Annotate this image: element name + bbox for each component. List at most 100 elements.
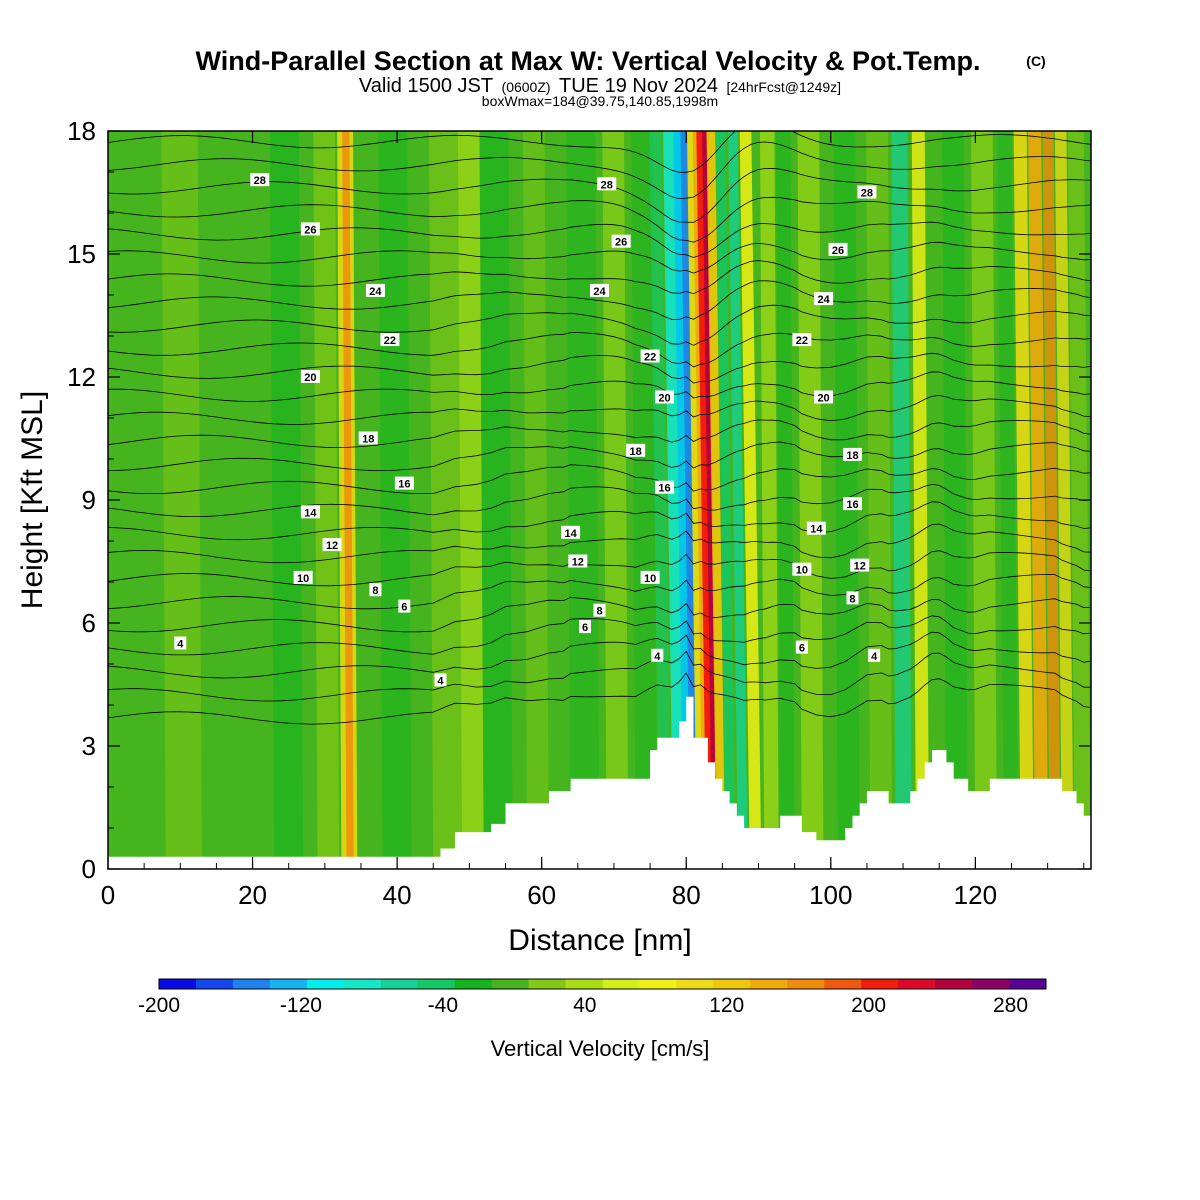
velocity-band xyxy=(269,131,304,869)
contour-label-box xyxy=(369,583,382,597)
velocity-band xyxy=(971,131,998,869)
contour-label: 22 xyxy=(640,349,660,364)
colorbar-tick-label: -40 xyxy=(428,994,458,1017)
contour-label-text: 18 xyxy=(630,446,642,458)
contour-label-text: 28 xyxy=(601,179,613,191)
contour-label-text: 12 xyxy=(854,561,866,573)
contour-label-text: 24 xyxy=(369,286,382,298)
velocity-band xyxy=(631,131,658,869)
velocity-band xyxy=(728,131,748,869)
contour-label: 28 xyxy=(597,177,617,191)
y-tick-label: 6 xyxy=(82,608,96,638)
contour-label-box xyxy=(655,390,675,404)
contour-label-text: 24 xyxy=(817,294,830,306)
copyright-mark: (C) xyxy=(1026,53,1045,69)
contour-label: 14 xyxy=(561,525,581,540)
y-tick-label: 9 xyxy=(82,485,96,515)
isentrope-line xyxy=(108,523,1091,564)
contour-label: 26 xyxy=(611,234,631,249)
velocity-band xyxy=(1042,131,1061,869)
isentrope-line xyxy=(108,395,1091,425)
contour-label-box xyxy=(394,476,414,490)
contour-label: 6 xyxy=(398,599,411,614)
contour-label-text: 10 xyxy=(297,573,309,585)
velocity-band xyxy=(911,131,930,869)
contour-label-box xyxy=(579,620,592,634)
y-tick-label: 12 xyxy=(67,362,96,392)
velocity-band xyxy=(428,131,463,869)
isentrope-line xyxy=(108,631,1091,679)
contour-label-text: 22 xyxy=(384,335,396,347)
velocity-band xyxy=(706,131,726,869)
contour-label: 24 xyxy=(814,292,834,306)
contour-label: 14 xyxy=(300,505,320,519)
colorbar-swatch xyxy=(750,979,788,989)
contour-label: 10 xyxy=(792,562,812,577)
contour-label-box xyxy=(322,538,342,552)
contour-label-text: 4 xyxy=(177,639,184,651)
colorbar-swatch xyxy=(306,979,345,989)
contour-label-text: 14 xyxy=(810,524,823,536)
contour-label-box xyxy=(857,185,877,199)
contour-label: 24 xyxy=(365,283,385,298)
colorbar-swatch xyxy=(454,979,493,989)
x-tick-label: 0 xyxy=(101,880,115,910)
colorbar-tick-label: -120 xyxy=(280,994,322,1017)
contour-label-box xyxy=(300,370,320,383)
contour-label-box xyxy=(300,222,320,236)
isentrope-line xyxy=(108,650,1091,702)
colorbar-swatch xyxy=(491,979,530,989)
colorbar-tick-label: 120 xyxy=(709,994,744,1017)
contour-label-box xyxy=(640,349,660,363)
contour-label: 28 xyxy=(250,173,270,187)
contour-label-box xyxy=(597,177,617,191)
contour-label-box xyxy=(398,599,411,613)
isentrope-line xyxy=(108,221,1091,258)
contour-label-box xyxy=(561,525,581,539)
contour-label: 28 xyxy=(857,185,877,200)
contour-label-box xyxy=(792,333,812,347)
contour-label-box xyxy=(365,283,385,297)
contour-label-text: 14 xyxy=(564,528,577,540)
contour-label-box xyxy=(250,173,270,187)
colorbar-swatch xyxy=(343,979,382,989)
contour-label-text: 10 xyxy=(796,565,808,577)
velocity-band xyxy=(739,131,762,869)
velocity-band xyxy=(1028,131,1049,869)
x-tick-label: 60 xyxy=(527,880,556,910)
contour-label-text: 8 xyxy=(849,593,855,605)
colorbar-swatch xyxy=(159,979,197,989)
contour-label-box xyxy=(380,333,400,347)
contour-label-box xyxy=(814,390,834,404)
isentrope-line xyxy=(108,241,1091,274)
contour-label-text: 26 xyxy=(304,224,316,236)
colorbar-label: Vertical Velocity [cm/s] xyxy=(491,1036,710,1061)
contour-label-text: 26 xyxy=(615,237,627,249)
velocity-band xyxy=(680,131,698,869)
velocity-band xyxy=(457,131,484,869)
x-axis-label: Distance [nm] xyxy=(508,924,691,957)
isentrope-line xyxy=(108,371,1091,402)
isentrope-line xyxy=(108,196,1091,243)
contour-label-box xyxy=(293,570,313,584)
isentrope-line xyxy=(108,672,1091,725)
isentrope-line xyxy=(108,441,1091,471)
contour-label: 8 xyxy=(593,603,606,618)
x-tick-label: 80 xyxy=(672,880,701,910)
contour-label-text: 4 xyxy=(654,651,661,663)
contour-label-box xyxy=(626,443,646,457)
contour-label-box xyxy=(434,673,447,687)
contour-label: 22 xyxy=(792,333,812,347)
isentrope-line xyxy=(108,141,1091,200)
contour-label-box xyxy=(868,648,881,662)
contour-label: 12 xyxy=(568,554,588,569)
colorbar-swatch xyxy=(417,979,456,989)
contour-label-text: 6 xyxy=(582,622,588,634)
colorbar-swatch xyxy=(713,979,751,989)
isentrope-line xyxy=(108,596,1091,633)
y-tick-label: 15 xyxy=(67,239,96,269)
velocity-band xyxy=(797,131,824,869)
colorbar-tick-label: 40 xyxy=(573,994,596,1017)
contour-label-box xyxy=(611,234,631,248)
colorbar: -200 -120 -40 40 120 200 280 xyxy=(138,978,1047,1017)
